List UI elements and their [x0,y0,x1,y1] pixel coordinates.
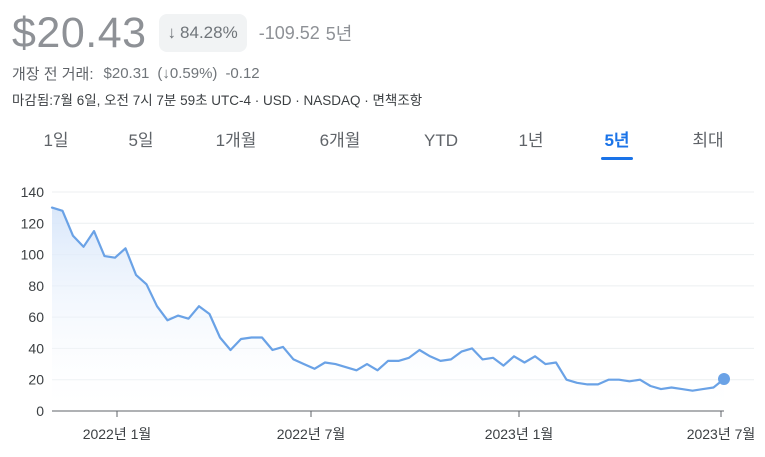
x-tick-label: 2022년 7월 [277,426,346,442]
chart-x-ticks: 2022년 1월 2022년 7월 2023년 1월 2023년 7월 [83,411,756,442]
tab-1y[interactable]: 1년 [518,131,544,150]
premarket-price: $20.31 [103,65,150,82]
y-tick-label: 120 [21,215,45,231]
range-tabs: 1일 5일 1개월 6개월 YTD 1년 5년 최대 [0,124,765,164]
tab-1d[interactable]: 1일 [43,131,69,150]
x-tick-label: 2023년 7월 [687,426,756,442]
premarket-row: 개장 전 거래: $20.31 (↓0.59%) -0.12 [12,63,260,84]
y-tick-label: 20 [28,372,44,388]
change-absolute: -109.52 [258,22,320,43]
premarket-change-percent: (↓0.59%) [157,65,218,82]
price-line [50,206,726,392]
market-meta: 마감됨:7월 6일, 오전 7시 7분 59초 UTC-4 · USD · NA… [12,93,423,108]
premarket-label: 개장 전 거래: [12,66,94,83]
tab-1m[interactable]: 1개월 [215,131,257,150]
x-tick-label: 2023년 1월 [485,426,554,442]
y-tick-label: 100 [21,247,45,263]
price-area [52,207,724,411]
price-row: $20.43 ↓ 84.28% -109.52 5년 [12,8,352,58]
tab-max[interactable]: 최대 [692,131,724,150]
y-tick-label: 60 [28,309,44,325]
x-tick-label: 2022년 1월 [83,426,152,442]
tab-5d[interactable]: 5일 [128,131,154,150]
down-arrow-icon: ↓ [167,23,177,42]
premarket-change-absolute: -0.12 [225,65,260,82]
current-price-marker [718,373,730,386]
tab-5y[interactable]: 5년 [601,124,633,160]
y-tick-label: 140 [21,184,45,200]
current-price: $20.43 [12,8,147,57]
y-tick-label: 40 [28,340,44,356]
tab-ytd[interactable]: YTD [424,131,458,150]
change-badge: ↓ 84.28% [158,14,247,52]
change-period: 5년 [325,24,353,44]
tab-6m[interactable]: 6개월 [319,131,361,150]
y-tick-label: 80 [28,278,44,294]
price-chart[interactable]: 0 20 40 60 80 100 120 140 2022년 1월 2022년 7월 2023년… [0,180,765,457]
change-percent: 84.28% [180,23,238,42]
chart-y-axis: 0 20 40 60 80 100 120 140 [21,184,45,419]
y-tick-label: 0 [36,403,44,419]
